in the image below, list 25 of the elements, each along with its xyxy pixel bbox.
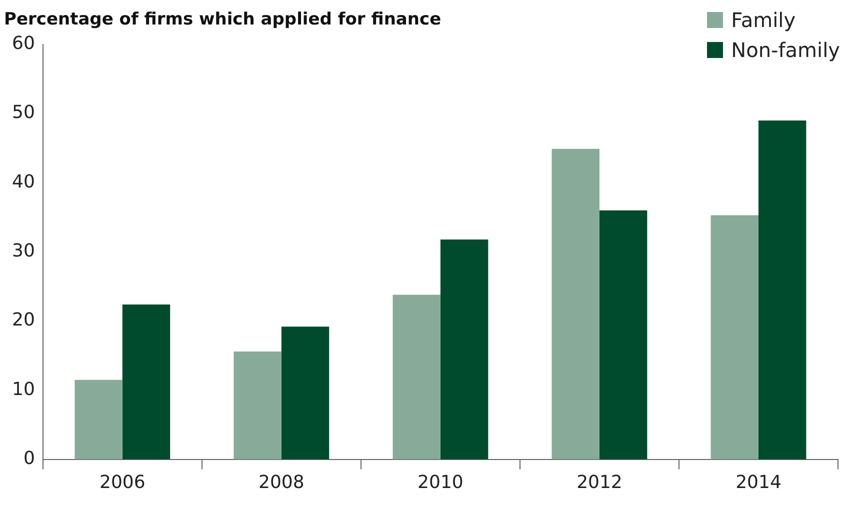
legend-label: Family xyxy=(731,8,796,32)
x-tick-label: 2010 xyxy=(418,472,464,493)
chart-title: Percentage of firms which applied for finance xyxy=(4,10,442,30)
legend-label: Non-family xyxy=(731,38,840,62)
y-tick-label: 20 xyxy=(12,310,35,331)
x-tick-label: 2014 xyxy=(736,472,782,493)
y-tick-label: 40 xyxy=(12,171,35,192)
y-tick-label: 10 xyxy=(12,378,35,400)
bar xyxy=(392,294,440,460)
y-tick-label: 60 xyxy=(12,33,35,54)
bar xyxy=(758,120,806,460)
x-tick-label: 2012 xyxy=(576,472,622,493)
bar xyxy=(234,352,282,460)
bar xyxy=(74,380,122,460)
x-tick-label: 2006 xyxy=(100,472,146,493)
y-tick-label: 30 xyxy=(12,240,35,262)
bar xyxy=(552,148,600,460)
bar xyxy=(122,304,170,460)
bar xyxy=(281,326,330,460)
bar xyxy=(599,210,648,460)
bar xyxy=(710,215,758,460)
y-tick-label: 0 xyxy=(23,448,35,470)
y-tick-label: 50 xyxy=(12,102,35,124)
x-tick-label: 2008 xyxy=(258,472,304,493)
bar xyxy=(440,239,488,460)
